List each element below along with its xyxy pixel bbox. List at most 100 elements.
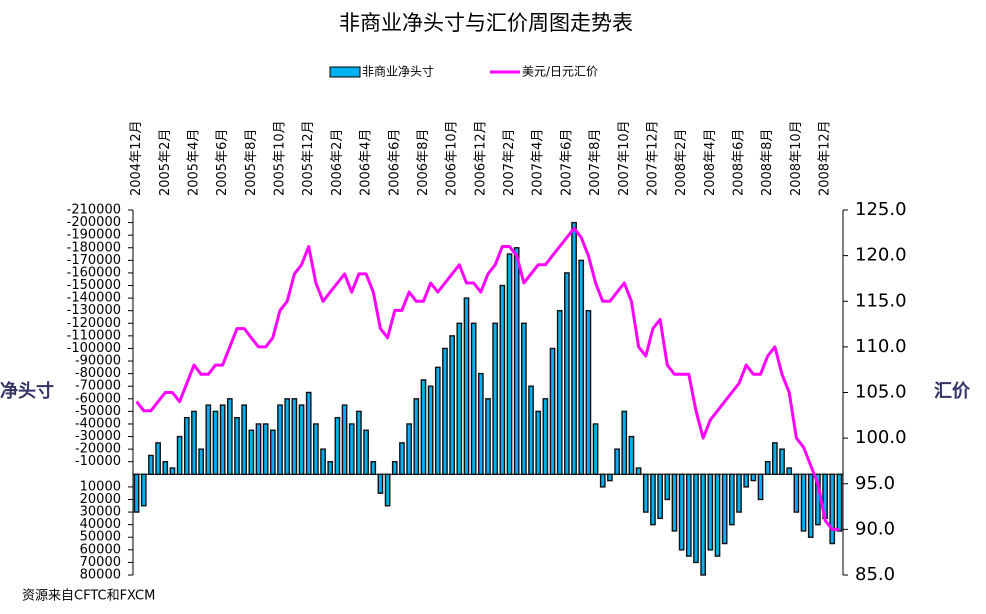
bar xyxy=(234,416,240,476)
bar xyxy=(162,461,169,476)
x-tick-label: 2007年2月 xyxy=(502,129,517,196)
bar xyxy=(205,404,212,476)
x-tick-label: 2005年8月 xyxy=(244,129,259,196)
y-tick-label: -70000 xyxy=(75,379,121,394)
bar xyxy=(133,473,140,513)
bar xyxy=(607,473,613,482)
x-tick-label: 2006年6月 xyxy=(387,129,402,196)
legend-label: 美元/日元汇价 xyxy=(522,65,598,79)
bar xyxy=(556,309,563,476)
y-tick-label: 20000 xyxy=(80,492,121,507)
y-tick-label: -50000 xyxy=(75,404,121,419)
x-tick-label: 2006年8月 xyxy=(416,129,431,196)
y-tick-label: -40000 xyxy=(75,416,121,431)
bar xyxy=(657,473,663,520)
bar xyxy=(564,272,570,476)
bar xyxy=(420,379,427,476)
x-tick-label: 2005年4月 xyxy=(186,129,201,196)
bar xyxy=(664,473,671,501)
bar xyxy=(549,347,556,476)
bar xyxy=(786,467,793,476)
y-tick-label: -120000 xyxy=(67,316,121,331)
y-tick-label: -150000 xyxy=(67,278,121,293)
bar xyxy=(334,416,341,476)
bar xyxy=(750,473,757,482)
bar xyxy=(721,473,728,545)
x-tick-label: 2005年12月 xyxy=(301,120,316,196)
y-tick-label: -100000 xyxy=(67,341,121,356)
bar xyxy=(320,448,326,476)
bar xyxy=(449,335,455,476)
y-tick-label: -130000 xyxy=(67,303,121,318)
bar xyxy=(807,473,814,538)
y-tick-label: -10000 xyxy=(75,454,121,469)
bar xyxy=(341,404,348,476)
y-tick-label: -80000 xyxy=(75,366,121,381)
x-tick-label: 2005年2月 xyxy=(158,129,173,196)
bar xyxy=(198,448,204,476)
bar xyxy=(714,473,721,557)
bar xyxy=(262,423,269,476)
y-tick-label: -30000 xyxy=(75,429,121,444)
bar xyxy=(764,461,771,476)
x-tick-label: 2005年10月 xyxy=(273,120,288,196)
bar xyxy=(571,221,577,476)
y-tick-label: 80000 xyxy=(80,568,121,583)
bar xyxy=(183,416,190,476)
bar xyxy=(793,473,800,513)
bar xyxy=(578,259,585,476)
bar xyxy=(384,473,391,507)
bar xyxy=(413,398,420,476)
y-tick-label: -160000 xyxy=(67,265,121,280)
bar xyxy=(650,473,656,526)
y2-tick-label: 90.0 xyxy=(855,518,895,539)
bar xyxy=(248,429,255,476)
y2-tick-label: 85.0 xyxy=(855,564,895,585)
x-tick-label: 2006年4月 xyxy=(359,129,374,196)
y2-tick-label: 95.0 xyxy=(855,473,895,494)
x-tick-label: 2007年8月 xyxy=(588,129,603,196)
x-tick-label: 2008年12月 xyxy=(818,120,833,196)
bar xyxy=(728,473,735,526)
x-tick-label: 2008年2月 xyxy=(674,129,689,196)
bar xyxy=(521,322,527,476)
y-tick-label: 10000 xyxy=(80,479,121,494)
bar xyxy=(535,410,542,476)
bar xyxy=(298,404,305,476)
bar xyxy=(241,404,248,476)
x-tick-label: 2004年12月 xyxy=(129,120,144,196)
bar xyxy=(678,473,685,551)
y2-tick-label: 105.0 xyxy=(855,382,907,403)
bar xyxy=(176,435,183,476)
legend-swatch xyxy=(329,66,361,78)
bar xyxy=(700,473,707,576)
x-tick-label: 2008年8月 xyxy=(760,129,775,196)
bar xyxy=(155,442,161,476)
bar xyxy=(628,435,635,476)
x-tick-label: 2006年10月 xyxy=(445,120,460,196)
chart-title: 非商业净头寸与汇价周图走势表 xyxy=(339,11,633,35)
y-tick-label: 30000 xyxy=(80,505,121,520)
y-tick-label: -200000 xyxy=(67,215,121,230)
y-tick-label: -190000 xyxy=(67,228,121,243)
bar xyxy=(542,398,549,476)
bar xyxy=(592,423,599,476)
bar xyxy=(463,297,470,476)
y-tick-label: -20000 xyxy=(75,442,121,457)
y2-tick-label: 115.0 xyxy=(855,290,907,311)
y-tick-label: 70000 xyxy=(80,555,121,570)
right-axis-label: 汇价 xyxy=(934,381,971,402)
y-tick-label: 50000 xyxy=(80,530,121,545)
bar xyxy=(399,442,405,476)
bar xyxy=(485,398,491,476)
bar xyxy=(427,385,434,476)
bar xyxy=(269,429,276,476)
bar xyxy=(284,398,291,476)
bar xyxy=(356,410,362,476)
bar xyxy=(226,398,233,476)
bar xyxy=(599,473,606,488)
x-tick-label: 2006年2月 xyxy=(330,129,345,196)
bar xyxy=(305,391,312,476)
